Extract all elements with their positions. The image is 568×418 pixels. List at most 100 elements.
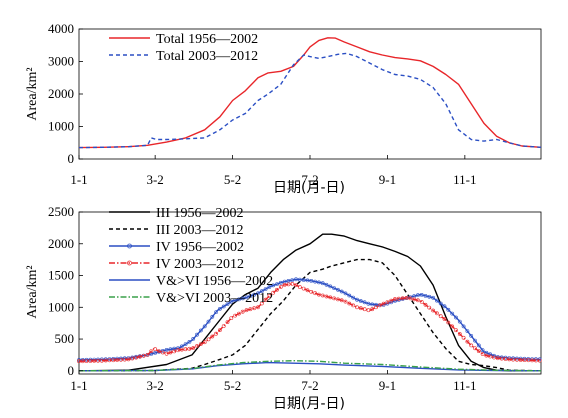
series-marker — [484, 350, 489, 355]
series-marker — [423, 293, 428, 298]
x-tick-label: 5-2 — [224, 172, 241, 187]
series-marker — [130, 356, 135, 361]
series-marker — [434, 298, 439, 303]
series-marker — [236, 297, 241, 302]
series-marker — [210, 314, 215, 319]
series-marker — [99, 358, 104, 363]
series-marker — [195, 344, 199, 348]
series-marker — [191, 336, 196, 341]
legend-entry: V&>VI 1956—2002 — [109, 274, 273, 289]
series-marker — [450, 311, 455, 316]
y-tick-label: 0 — [68, 363, 75, 378]
series-marker — [309, 289, 314, 294]
legend: III 1956—2002 III 2003—2012 IV 1956—2002… — [109, 206, 273, 306]
series-marker — [434, 311, 439, 316]
series-marker — [370, 307, 375, 312]
series-marker — [332, 286, 337, 291]
y-axis-label: Area/km² — [25, 265, 40, 318]
bottom-chart: 1-1 3-2 5-2 7-2 9-1 11-1 0 500 1000 1500… — [25, 204, 542, 412]
series-line — [78, 360, 542, 372]
legend-entry: IV 1956—2002 — [109, 240, 244, 255]
series-marker — [176, 348, 180, 353]
series-marker — [271, 290, 276, 295]
series-marker — [259, 289, 264, 294]
series-line — [78, 283, 542, 362]
series-marker — [214, 331, 219, 336]
series-marker — [221, 324, 226, 329]
series-marker — [476, 349, 481, 354]
series-marker — [244, 295, 249, 300]
series-marker — [515, 356, 519, 361]
series-marker — [225, 320, 230, 325]
series-marker — [503, 357, 508, 361]
series-marker — [446, 307, 451, 312]
series-marker — [423, 302, 428, 307]
series-marker — [339, 289, 344, 294]
series-marker — [442, 304, 447, 309]
series-marker — [537, 358, 542, 363]
series-marker — [515, 357, 519, 362]
series-marker — [476, 343, 481, 348]
series-marker — [244, 308, 249, 313]
series-marker — [301, 286, 306, 291]
series-marker — [473, 338, 477, 343]
series-marker — [275, 282, 279, 287]
series-marker — [488, 354, 493, 359]
series-marker — [278, 285, 283, 289]
series-marker — [492, 355, 496, 360]
series-marker — [134, 355, 139, 360]
series-marker — [419, 292, 424, 297]
series-marker — [427, 294, 432, 299]
series-marker — [404, 295, 409, 300]
series-marker — [263, 287, 268, 292]
series-marker — [511, 357, 515, 362]
series-marker — [518, 358, 523, 362]
x-tick-label: 7-2 — [301, 378, 318, 393]
series-marker — [480, 348, 485, 353]
y-tick-label: 0 — [68, 151, 75, 166]
series-marker — [179, 347, 184, 352]
series-marker — [195, 332, 199, 337]
series-marker — [290, 278, 295, 283]
series-marker — [84, 359, 89, 364]
series-marker — [206, 319, 211, 324]
series-marker — [377, 303, 382, 308]
series-marker — [164, 351, 169, 356]
series-marker — [374, 305, 378, 310]
series-marker — [335, 287, 340, 292]
series-marker — [240, 309, 245, 314]
series-marker — [153, 350, 158, 355]
series-marker — [210, 334, 215, 339]
series-marker — [96, 358, 100, 363]
legend-entry: III 2003—2012 — [109, 223, 244, 238]
series-marker — [419, 299, 424, 304]
series-marker — [202, 340, 207, 345]
series-marker — [99, 357, 104, 362]
x-tick-label: 1-1 — [70, 378, 87, 393]
series-marker — [347, 293, 352, 298]
series-marker — [457, 332, 462, 336]
series-marker — [141, 353, 146, 358]
series-marker — [385, 300, 390, 305]
series-marker — [217, 306, 222, 311]
series-marker — [137, 354, 142, 359]
series-marker — [160, 348, 165, 353]
series-marker — [240, 296, 245, 301]
series-marker — [126, 357, 131, 362]
series-marker — [526, 358, 531, 363]
x-tick-label: 7-2 — [301, 172, 318, 187]
series-marker — [415, 293, 420, 298]
series-marker — [294, 283, 298, 288]
series-marker — [271, 283, 276, 288]
series-marker — [355, 305, 359, 310]
y-tick-label: 1500 — [48, 268, 74, 283]
series-marker — [122, 356, 127, 361]
series-marker — [290, 281, 295, 286]
series-marker — [294, 277, 298, 282]
series-marker — [526, 357, 531, 361]
series-marker — [286, 282, 291, 287]
series-marker — [324, 294, 329, 299]
series-layer — [77, 233, 542, 372]
series-marker — [248, 294, 253, 298]
series-marker — [427, 305, 432, 310]
